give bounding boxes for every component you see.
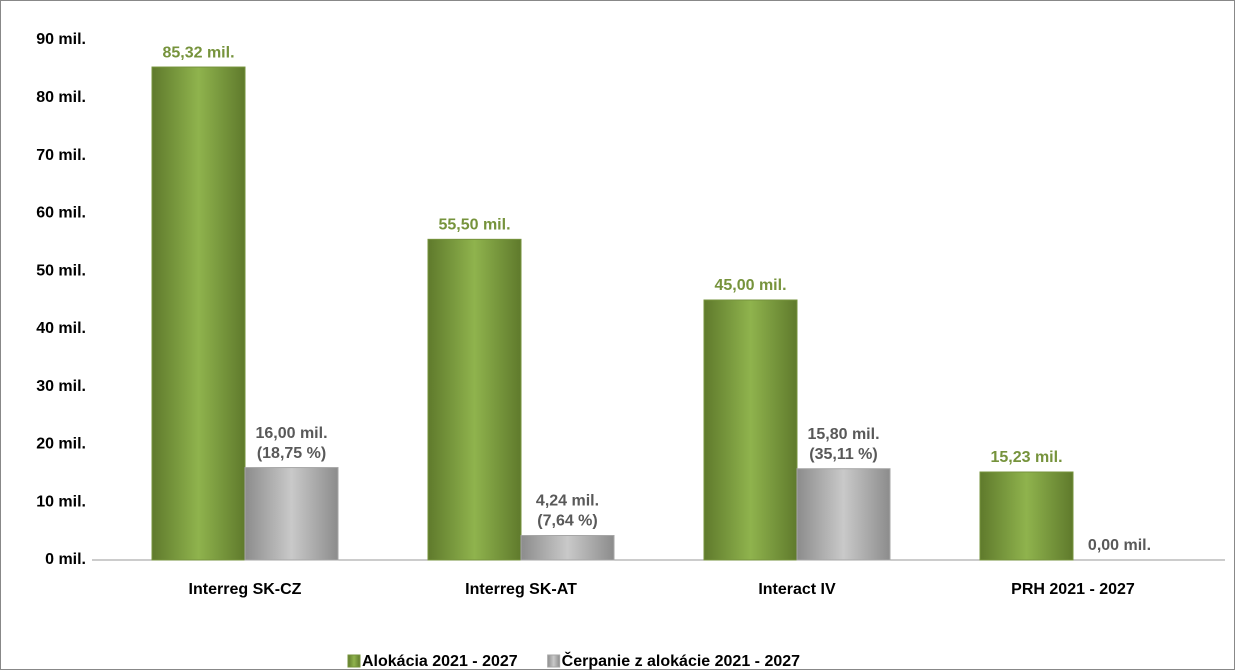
data-label: 15,23 mil.: [990, 449, 1062, 466]
y-tick-label: 80 mil.: [36, 89, 86, 106]
data-label: (35,11 %): [809, 446, 877, 463]
data-label: (18,75 %): [257, 445, 326, 462]
data-label: 16,00 mil.: [255, 425, 327, 442]
legend-label: Čerpanie z alokácie 2021 - 2027: [562, 651, 800, 670]
y-tick-label: 70 mil.: [36, 147, 86, 164]
data-label: 15,80 mil.: [807, 426, 879, 443]
y-tick-label: 0 mil.: [45, 551, 86, 568]
y-tick-label: 50 mil.: [36, 262, 86, 279]
data-label: 55,50 mil.: [438, 217, 510, 234]
y-tick-label: 40 mil.: [36, 320, 86, 337]
x-tick-label: Interreg SK-AT: [465, 581, 577, 598]
bar: [703, 299, 798, 561]
data-label: 0,00 mil.: [1088, 537, 1151, 554]
y-tick-label: 30 mil.: [36, 378, 86, 395]
x-tick-label: Interreg SK-CZ: [189, 581, 302, 598]
x-tick-label: Interact IV: [758, 581, 836, 598]
bar: [151, 66, 246, 561]
bar: [979, 471, 1074, 561]
y-tick-label: 90 mil.: [36, 31, 86, 48]
legend-swatch: [347, 654, 361, 668]
y-tick-label: 10 mil.: [36, 493, 86, 510]
bar: [244, 467, 339, 561]
data-label: 4,24 mil.: [536, 493, 599, 510]
y-tick-label: 60 mil.: [36, 205, 86, 222]
data-label: (7,64 %): [537, 513, 597, 530]
data-label: 85,32 mil.: [162, 44, 234, 61]
bar: [427, 238, 522, 561]
bar: [520, 535, 615, 561]
legend-label: Alokácia 2021 - 2027: [362, 653, 518, 670]
legend-swatch: [547, 654, 561, 668]
y-tick-label: 20 mil.: [36, 436, 86, 453]
bar: [796, 468, 891, 561]
data-label: 45,00 mil.: [714, 277, 786, 294]
x-tick-label: PRH 2021 - 2027: [1011, 581, 1135, 598]
